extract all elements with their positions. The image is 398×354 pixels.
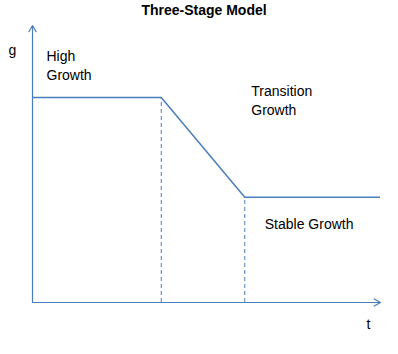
svg-text:t: t [367,316,371,332]
html-text:Three-Stage Model: Three-Stage Model [141,2,267,18]
svg-text:g: g [9,42,17,58]
svg-text:HighGrowth: HighGrowth [47,48,92,83]
svg-text:TransitionGrowth: TransitionGrowth [251,83,312,118]
svg-text:Stable Growth: Stable Growth [265,216,354,232]
